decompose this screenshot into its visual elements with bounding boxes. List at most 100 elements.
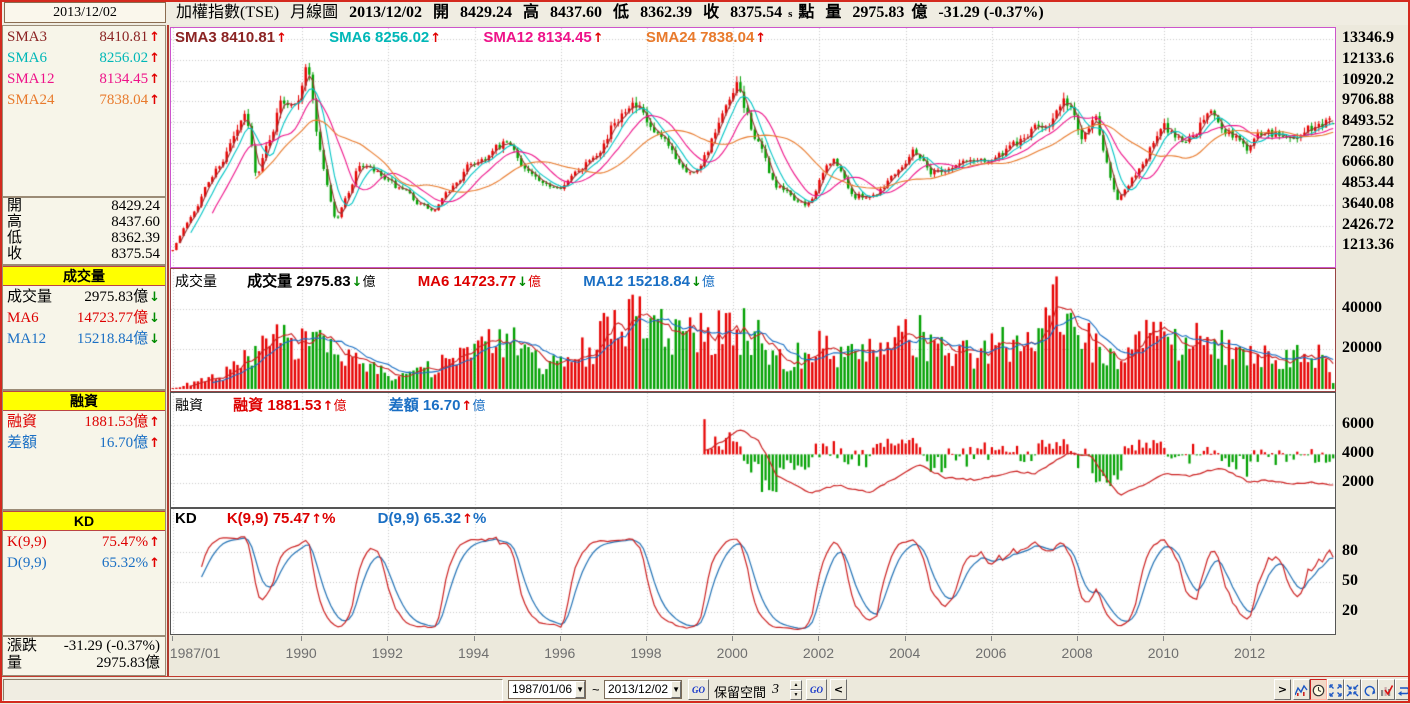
contract-icon[interactable] (1344, 679, 1361, 700)
y-axis-label: 4000 (1342, 444, 1374, 462)
loop-icon[interactable] (1395, 679, 1410, 700)
up-arrow-icon: ↑ (149, 415, 160, 430)
low-value: 8362.39 (640, 4, 693, 21)
margin-panel-name: 融資 (175, 397, 203, 413)
sma24-value: 7838.04 (99, 92, 149, 108)
spin-down-icon[interactable]: ▼ (790, 690, 802, 700)
k-legend-unit: % (322, 510, 336, 527)
cursor-date-box[interactable]: 2013/12/02 (4, 2, 166, 23)
scroll-right-button[interactable]: > (1274, 679, 1291, 700)
sma12-legend-label: SMA12 (483, 29, 534, 46)
total-volume-label: 量 (7, 655, 23, 671)
volume-section-header[interactable]: 成交量 (3, 266, 165, 286)
x-axis-tick (1250, 636, 1251, 641)
to-date-value: 2013/12/02 (608, 682, 669, 696)
up-arrow-icon: ↑ (311, 512, 323, 527)
k-value: 75.47% (101, 534, 149, 550)
x-axis-label: 2012 (1233, 645, 1266, 661)
margin-section-header[interactable]: 融資 (3, 391, 165, 411)
ma12-legend-value: 15218.84 (627, 273, 690, 290)
spin-up-icon[interactable]: ▲ (790, 680, 802, 690)
x-axis-tick (474, 636, 475, 641)
margin-chart-canvas[interactable] (171, 393, 1335, 507)
up-arrow-icon: ↑ (322, 399, 334, 414)
volume-value: 2975.83億 (84, 289, 149, 305)
title-bar: 2013/12/02 加權指數(TSE) 月線圖 2013/12/02 開 84… (0, 0, 1410, 25)
ma6-row: MA6 14723.77億↓ (3, 307, 165, 328)
x-axis-label: 1994 (457, 645, 490, 661)
x-axis-label: 1987/01 (169, 645, 221, 661)
sma6-row: SMA6 8256.02↑ (3, 47, 165, 68)
open-row: 開 8429.24 (3, 198, 165, 214)
k-legend-value: 75.47 (272, 510, 311, 527)
go-button[interactable]: GO (688, 679, 709, 700)
ma12-label: MA12 (7, 331, 47, 347)
open-label: 開 (7, 198, 23, 214)
kd-chart-canvas[interactable] (171, 509, 1335, 634)
up-arrow-icon: ↑ (149, 535, 160, 550)
high-label: 高 (7, 214, 23, 230)
k-label: K(9,9) (7, 534, 47, 550)
x-axis-tick (646, 636, 647, 641)
sma24-legend-label: SMA24 (645, 29, 696, 46)
low-label: 低 (613, 4, 630, 21)
x-axis-tick (732, 636, 733, 641)
down-arrow-icon: ↓ (149, 332, 160, 347)
x-axis-label: 2004 (889, 645, 921, 661)
ma6-legend-label: MA6 (417, 273, 450, 290)
reserve-space-value[interactable]: 3 (772, 682, 779, 697)
to-date-dropdown[interactable]: 2013/12/02 ▼ (604, 680, 682, 699)
chart-check-icon[interactable] (1378, 679, 1395, 700)
kd-info-panel: KD K(9,9) 75.47%↑ D(9,9) 65.32%↑ (2, 510, 166, 636)
price-chart-canvas[interactable] (171, 28, 1335, 267)
expand-icon[interactable] (1327, 679, 1344, 700)
k-row: K(9,9) 75.47%↑ (3, 531, 165, 552)
close-label: 收 (7, 246, 23, 262)
point-label: 點 (798, 4, 815, 21)
scroll-left-button[interactable]: < (830, 679, 847, 700)
clock-icon[interactable] (1310, 679, 1327, 700)
go-button[interactable]: GO (806, 679, 827, 700)
down-arrow-icon: ↓ (149, 311, 160, 326)
y-axis-label: 7280.16 (1342, 132, 1394, 150)
k-legend-label: K(9,9) (226, 510, 269, 527)
volume-value: 2975.83 (852, 4, 905, 21)
up-arrow-icon: ↑ (149, 30, 160, 45)
up-arrow-icon: ↑ (149, 51, 160, 66)
volume-panel-name: 成交量 (175, 273, 217, 289)
chevron-down-icon[interactable]: ▼ (575, 681, 585, 698)
volume-row: 成交量 2975.83億↓ (3, 286, 165, 307)
volume-legend: 成交量 成交量 2975.83↓億 MA6 14723.77↓億 MA12 15… (175, 270, 753, 291)
from-date-dropdown[interactable]: 1987/01/06 ▼ (508, 680, 586, 699)
sma24-legend-value: 7838.04 (700, 29, 755, 46)
sma12-label: SMA12 (7, 71, 55, 87)
chevron-down-icon[interactable]: ▼ (671, 681, 681, 698)
y-axis-label: 6066.80 (1342, 153, 1394, 171)
down-arrow-icon: ↓ (690, 275, 702, 290)
x-axis-tick (301, 636, 302, 641)
reserve-space-stepper[interactable]: ▲ ▼ (790, 680, 802, 700)
ma6-legend-value: 14723.77 (453, 273, 517, 290)
change-row: 漲跌 -31.29 (-0.37%) (3, 637, 165, 654)
margin-diff-legend-unit: 億 (472, 398, 486, 413)
margin-legend-label: 融資 (233, 397, 264, 414)
sma3-value: 8410.81 (99, 29, 149, 45)
up-arrow-icon: ↑ (430, 31, 442, 46)
x-axis-label: 1998 (630, 645, 662, 661)
open-label: 開 (433, 4, 450, 21)
margin-diff-label: 差額 (7, 435, 38, 451)
open-value: 8429.24 (460, 4, 513, 21)
undo-icon[interactable] (1361, 679, 1378, 700)
sma24-label: SMA24 (7, 92, 55, 108)
y-axis-label: 9706.88 (1342, 91, 1394, 109)
margin-diff-legend-label: 差額 (388, 397, 419, 414)
kd-section-header[interactable]: KD (3, 511, 165, 531)
y-axis-label: 2426.72 (1342, 215, 1394, 233)
change-value: -31.29 (-0.37%) (938, 4, 1044, 21)
x-axis-tick (905, 636, 906, 641)
ma12-legend-label: MA12 (583, 273, 624, 290)
line-chart-icon[interactable] (1293, 679, 1310, 700)
up-arrow-icon: ↑ (149, 556, 160, 571)
volume-chart-canvas[interactable] (171, 269, 1335, 391)
margin-diff-legend-value: 16.70 (422, 397, 461, 414)
